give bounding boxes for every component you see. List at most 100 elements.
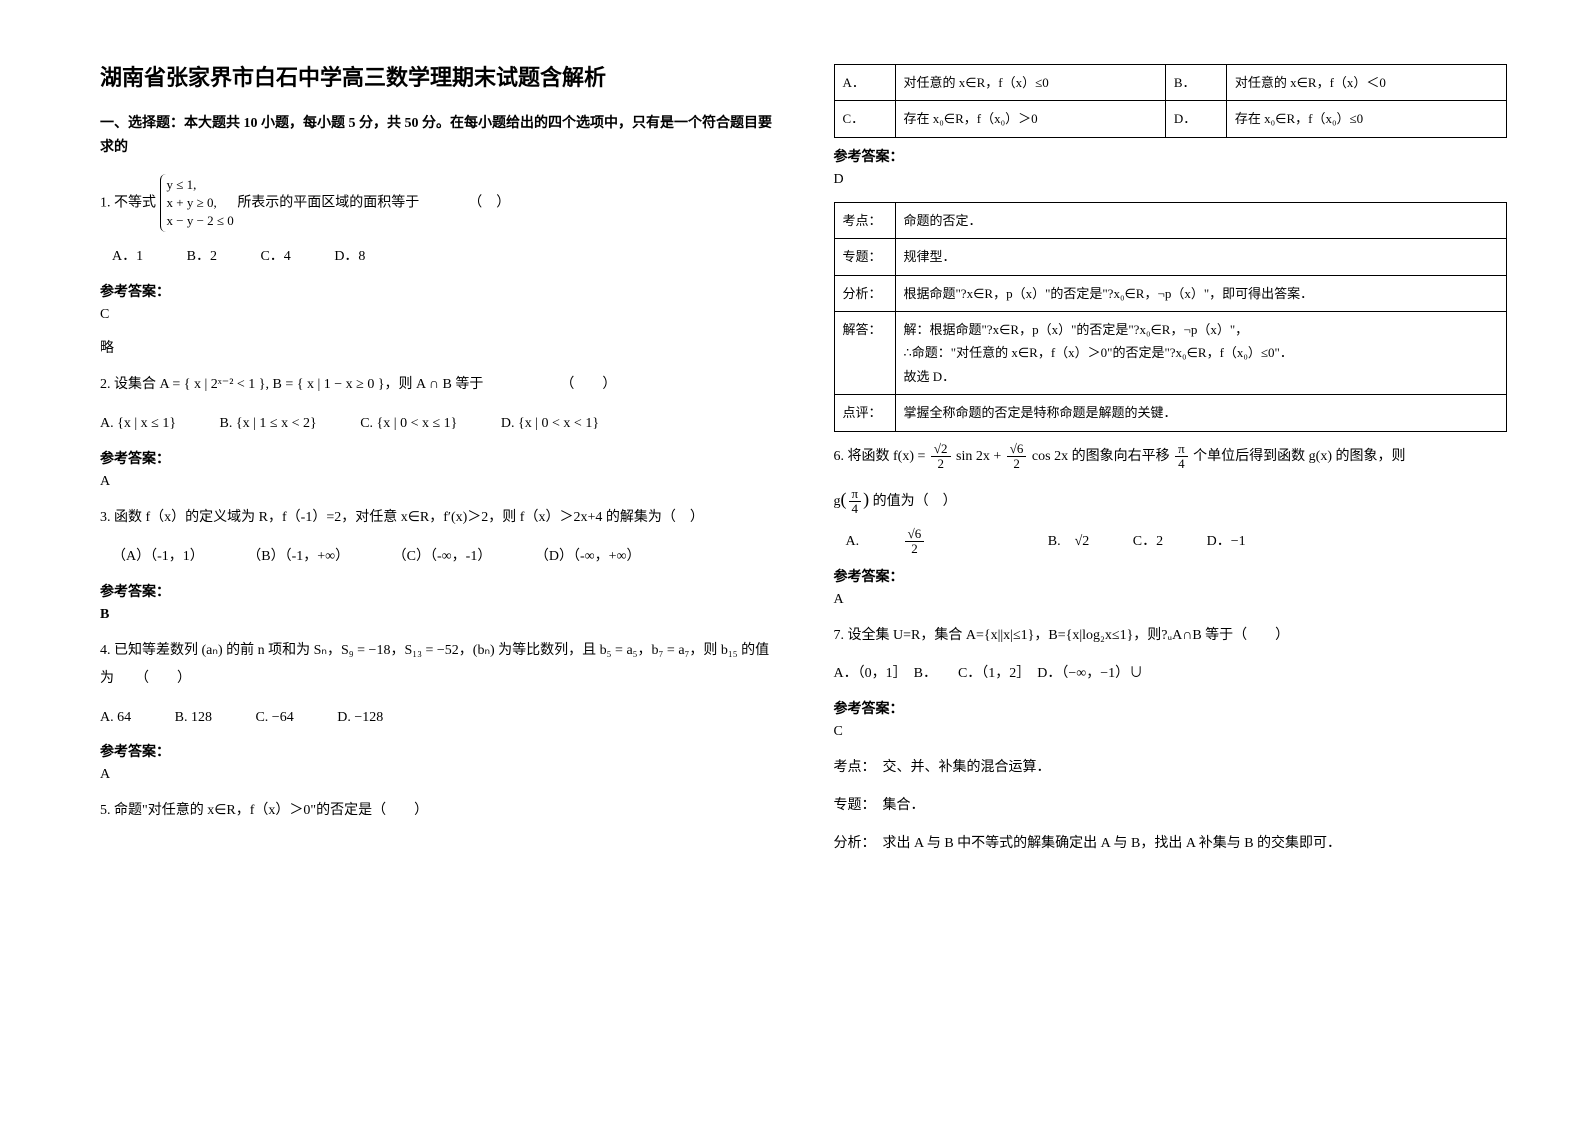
q6-frac2: √62: [1007, 442, 1027, 472]
q6-frac4-den: 4: [849, 502, 862, 516]
q6-opt-b: B. √2: [1048, 527, 1090, 558]
table-row: 专题： 规律型．: [834, 239, 1507, 275]
q6-frac2-den: 2: [1007, 457, 1027, 471]
question-3: 3. 函数 f（x）的定义域为 R，f（-1）=2，对任意 x∈R，f′(x)＞…: [100, 504, 774, 532]
q6-fx: f(x) =: [893, 449, 929, 464]
q6-frac4: π4: [849, 487, 862, 517]
q1-opt-d: D．8: [334, 242, 365, 273]
q3-opt-b: （B）（-1，+∞）: [247, 542, 349, 573]
q6-stem-a: 6. 将函数: [834, 449, 894, 464]
q1-ans: C: [100, 307, 774, 323]
q3-opt-c: （C）（-∞，-1）: [393, 542, 492, 573]
question-4: 4. 已知等差数列 (aₙ) 的前 n 项和为 Sₙ，S₉ = −18，S₁₃ …: [100, 637, 774, 693]
q2-opt-d: D. {x | 0 < x < 1}: [501, 409, 599, 440]
question-6-line2: g(π4) 的值为（ ）: [834, 481, 1508, 517]
q1-sys-row3: x − y − 2 ≤ 0: [167, 213, 234, 228]
q1-opt-a: A．1: [112, 242, 143, 273]
q6-options: A. √62 B. √2 C．2 D．−1: [846, 527, 1508, 558]
q5-exp-r4b: 解：根据命题"?x∈R，p（x）"的否定是"?x₀∈R，¬p（x）"， ∴命题：…: [895, 311, 1507, 394]
table-row: 点评： 掌握全称命题的否定是特称命题是解题的关键．: [834, 395, 1507, 431]
q2-options: A. {x | x ≤ 1} B. {x | 1 ≤ x < 2} C. {x …: [100, 409, 774, 440]
q7-l3: 分析： 求出 A 与 B 中不等式的解集确定出 A 与 B，找出 A 补集与 B…: [834, 830, 1508, 858]
q3-ans: B: [100, 607, 774, 623]
q7-ans-label: 参考答案：: [834, 698, 1508, 718]
q5-cell-a-lab: A．: [834, 65, 895, 101]
q1-suffix: 所表示的平面区域的面积等于 （ ）: [237, 195, 510, 210]
q5-cell-b-lab: B．: [1165, 65, 1226, 101]
q4-ans-label: 参考答案：: [100, 741, 774, 761]
q6-opt-a: A. √62: [846, 527, 1005, 558]
q6-frac3: π4: [1175, 442, 1188, 472]
q6-ans: A: [834, 592, 1508, 608]
q6-opt-c: C．2: [1133, 527, 1163, 558]
q3-options: （A）（-1，1） （B）（-1，+∞） （C）（-∞，-1） （D）（-∞，+…: [112, 542, 774, 573]
q6-frac4-num: π: [849, 487, 862, 502]
q1-sys-row1: y ≤ 1,: [167, 177, 197, 192]
q6-ans-label: 参考答案：: [834, 566, 1508, 586]
q4-ans: A: [100, 767, 774, 783]
q4-opt-d: D. −128: [337, 703, 383, 734]
q3-ans-label: 参考答案：: [100, 581, 774, 601]
q2-opt-c: C. {x | 0 < x ≤ 1}: [360, 409, 457, 440]
q2-opt-b: B. {x | 1 ≤ x < 2}: [220, 409, 317, 440]
q1-system: y ≤ 1, x + y ≥ 0, x − y − 2 ≤ 0: [160, 174, 234, 233]
q5-cell-c-lab: C．: [834, 101, 895, 137]
question-6: 6. 将函数 f(x) = √22 sin 2x + √62 cos 2x 的图…: [834, 442, 1508, 472]
q3-opt-a: （A）（-1，1）: [112, 542, 204, 573]
q5-explain-table: 考点： 命题的否定． 专题： 规律型． 分析： 根据命题"?x∈R，p（x）"的…: [834, 202, 1508, 432]
q6-frac1-num: √2: [931, 442, 951, 457]
question-7: 7. 设全集 U=R，集合 A={x||x|≤1}，B={x|log₂x≤1}，…: [834, 622, 1508, 650]
q6-opt-a-den: 2: [905, 542, 925, 556]
q5-exp-r3b: 根据命题"?x∈R，p（x）"的否定是"?x₀∈R，¬p（x）"，即可得出答案．: [895, 275, 1507, 311]
q6-stem-c: 个单位后得到函数 g(x) 的图象，则: [1193, 449, 1405, 464]
table-row: 解答： 解：根据命题"?x∈R，p（x）"的否定是"?x₀∈R，¬p（x）"， …: [834, 311, 1507, 394]
q1-ans-label: 参考答案：: [100, 281, 774, 301]
q4-opt-b: B. 128: [175, 703, 212, 734]
q4-opt-c: C. −64: [255, 703, 293, 734]
q1-options: A．1 B．2 C．4 D．8: [112, 242, 774, 273]
q5-exp-r1a: 考点：: [834, 202, 895, 238]
q6-g: g: [834, 494, 841, 509]
q5-cell-a: 对任意的 x∈R，f（x）≤0: [895, 65, 1165, 101]
q5-options-table: A． 对任意的 x∈R，f（x）≤0 B． 对任意的 x∈R，f（x）＜0 C．…: [834, 64, 1508, 138]
table-row: C． 存在 x₀∈R，f（x₀）＞0 D． 存在 x₀∈R，f（x₀）≤0: [834, 101, 1507, 137]
right-column: A． 对任意的 x∈R，f（x）≤0 B． 对任意的 x∈R，f（x）＜0 C．…: [834, 60, 1508, 868]
question-2: 2. 设集合 A = { x | 2ˣ⁻² < 1 }, B = { x | 1…: [100, 371, 774, 399]
q6-frac2-num: √6: [1007, 442, 1027, 457]
q5-cell-d-lab: D．: [1165, 101, 1226, 137]
q5-exp-r4a: 解答：: [834, 311, 895, 394]
q1-opt-b: B．2: [187, 242, 217, 273]
q1-note: 略: [100, 337, 774, 357]
q2-ans-label: 参考答案：: [100, 448, 774, 468]
q5-exp-r2a: 专题：: [834, 239, 895, 275]
q1-sys-row2: x + y ≥ 0,: [167, 195, 217, 210]
q7-l2: 专题： 集合．: [834, 792, 1508, 820]
q4-options: A. 64 B. 128 C. −64 D. −128: [100, 703, 774, 734]
q5-cell-d: 存在 x₀∈R，f（x₀）≤0: [1226, 101, 1506, 137]
q6-line2b: 的值为（ ）: [873, 494, 957, 509]
q5-cell-c: 存在 x₀∈R，f（x₀）＞0: [895, 101, 1165, 137]
q6-frac1-den: 2: [931, 457, 951, 471]
left-column: 湖南省张家界市白石中学高三数学理期末试题含解析 一、选择题：本大题共 10 小题…: [100, 60, 774, 868]
q5-exp-r5b: 掌握全称命题的否定是特称命题是解题的关键．: [895, 395, 1507, 431]
q5-exp-r5a: 点评：: [834, 395, 895, 431]
q6-stem-b: 的图象向右平移: [1072, 449, 1174, 464]
table-row: A． 对任意的 x∈R，f（x）≤0 B． 对任意的 x∈R，f（x）＜0: [834, 65, 1507, 101]
q6-opt-a-pre: A.: [846, 527, 860, 558]
q6-opt-a-num: √6: [905, 527, 925, 542]
q3-opt-d: （D）（-∞，+∞）: [535, 542, 641, 573]
q6-mid2: cos 2x: [1032, 449, 1068, 464]
q2-ans: A: [100, 474, 774, 490]
q6-opt-d: D．−1: [1207, 527, 1246, 558]
q2-opt-a: A. {x | x ≤ 1}: [100, 409, 176, 440]
q6-frac1: √22: [931, 442, 951, 472]
q5-ans: D: [834, 172, 1508, 188]
q5-exp-r1b: 命题的否定．: [895, 202, 1507, 238]
q1-prefix: 1. 不等式: [100, 195, 156, 210]
q6-frac3-den: 4: [1175, 457, 1188, 471]
q5-ans-label: 参考答案：: [834, 146, 1508, 166]
doc-title: 湖南省张家界市白石中学高三数学理期末试题含解析: [100, 60, 774, 92]
q7-ans: C: [834, 724, 1508, 740]
q4-opt-a: A. 64: [100, 703, 131, 734]
table-row: 分析： 根据命题"?x∈R，p（x）"的否定是"?x₀∈R，¬p（x）"，即可得…: [834, 275, 1507, 311]
